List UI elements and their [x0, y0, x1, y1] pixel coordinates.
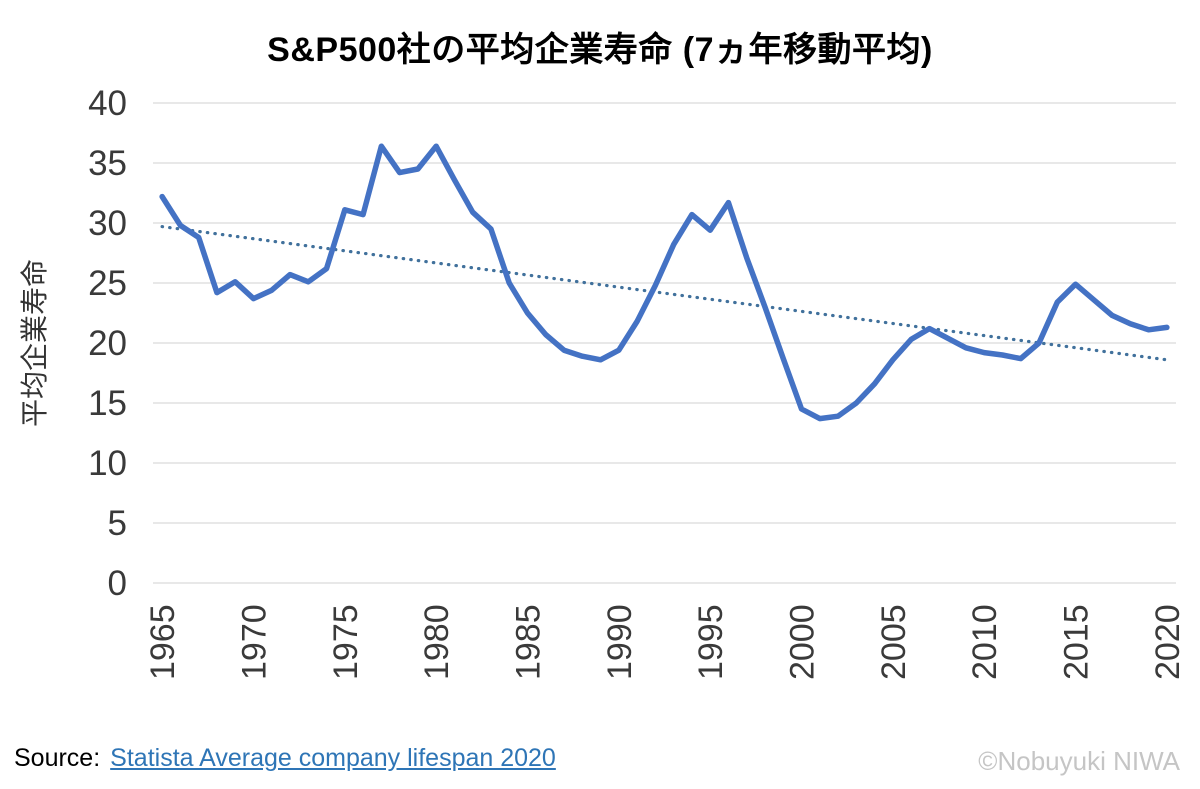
watermark: ©Nobuyuki NIWA	[978, 746, 1180, 776]
y-tick-label: 15	[88, 384, 127, 423]
y-tick-label: 30	[88, 204, 127, 243]
x-tick-label: 2010	[966, 604, 1004, 680]
line-chart: 0 5 10 15 20 25 30 35 40 1965 1970 1975 1980 1985 1990…	[19, 84, 1187, 680]
chart-title: S&P500社の平均企業寿命 (7ヵ年移動平均)	[267, 31, 933, 69]
x-tick-label: 2005	[875, 604, 913, 680]
x-tick-label: 2020	[1149, 604, 1187, 680]
y-axis-title: 平均企業寿命	[19, 259, 50, 427]
x-tick-label: 2015	[1058, 604, 1096, 680]
y-tick-label: 0	[108, 564, 127, 603]
x-tick-label: 1965	[144, 604, 182, 680]
source-link[interactable]: Statista Average company lifespan 2020	[110, 744, 556, 772]
y-tick-label: 10	[88, 444, 127, 483]
trend-line	[160, 225, 1169, 362]
source-line: Source: Statista Average company lifespan…	[14, 744, 556, 773]
x-tick-label: 1995	[692, 604, 730, 680]
y-tick-label: 20	[88, 324, 127, 363]
y-tick-label: 5	[108, 504, 127, 543]
source-prefix: Source:	[14, 744, 101, 772]
series-line	[159, 143, 1170, 422]
x-tick-label: 1985	[509, 604, 547, 680]
x-tick-label: 1975	[327, 604, 365, 680]
y-tick-label: 25	[88, 264, 127, 303]
x-tick-label: 1970	[235, 604, 273, 680]
x-tick-label: 1980	[418, 604, 456, 680]
x-tick-label: 1990	[601, 604, 639, 680]
x-tick-label: 2000	[784, 604, 822, 680]
y-tick-label: 40	[88, 84, 127, 123]
y-tick-label: 35	[88, 144, 127, 183]
